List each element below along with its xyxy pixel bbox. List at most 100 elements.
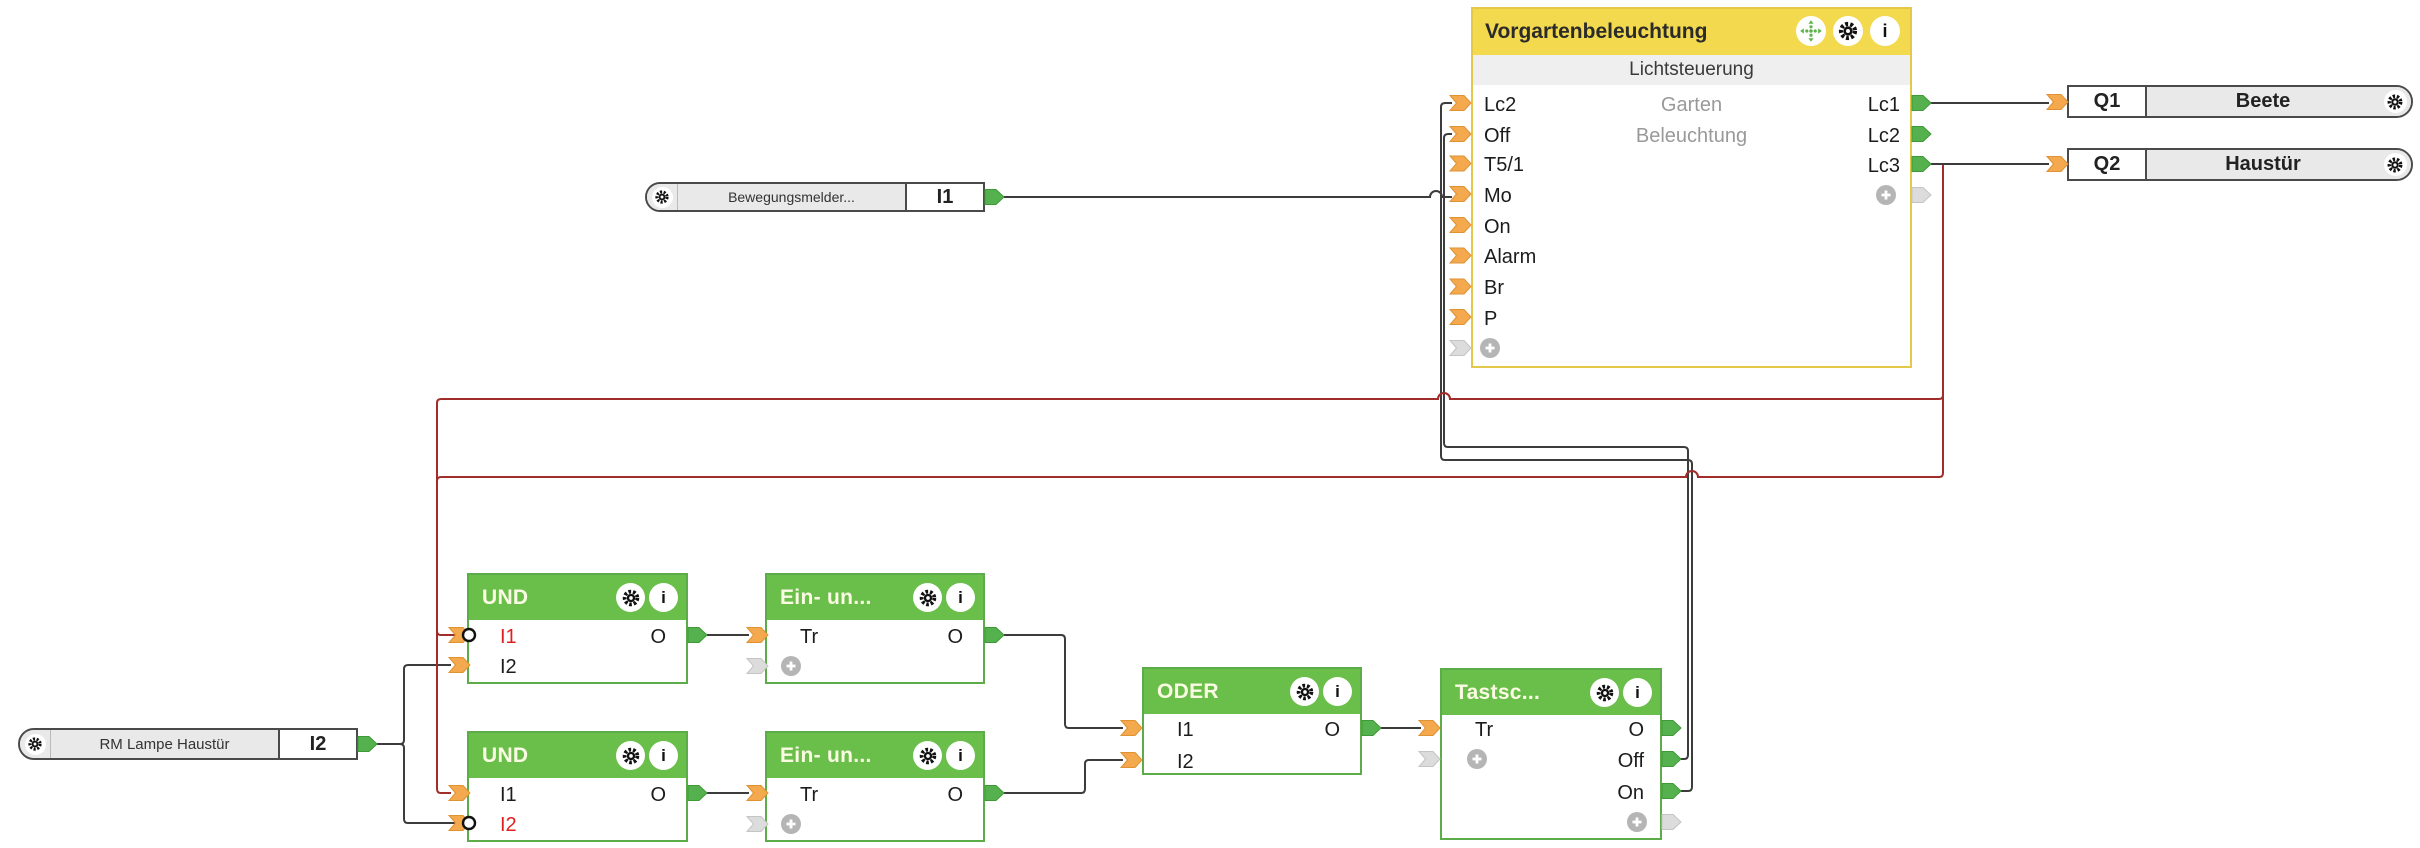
gear-icon[interactable]: [913, 741, 942, 770]
gear-icon[interactable]: [1290, 677, 1319, 706]
port-out-lc3[interactable]: [1911, 156, 1932, 172]
tast-port-add[interactable]: [1418, 751, 1441, 767]
input-label-i2[interactable]: I2: [500, 656, 517, 678]
input-label-t51[interactable]: T5/1: [1484, 154, 1525, 176]
output-label-lc1[interactable]: Lc1: [1867, 94, 1900, 116]
input-label-br[interactable]: Br: [1484, 277, 1504, 299]
block-delay-2[interactable]: Ein- un... i Tr O: [765, 731, 985, 842]
block-oder[interactable]: ODER i I1 I2 O: [1142, 667, 1362, 775]
oder-port-i1[interactable]: [1120, 720, 1143, 736]
output-label-o[interactable]: O: [1628, 719, 1644, 741]
wire-delay1-to-oder-i1[interactable]: [1004, 634, 1123, 729]
input-label-on[interactable]: On: [1484, 216, 1511, 238]
output-label-o[interactable]: O: [650, 784, 666, 806]
input-label-i1[interactable]: I1: [500, 626, 517, 648]
output-label-o[interactable]: O: [650, 626, 666, 648]
input-label-i1[interactable]: I1: [500, 784, 517, 806]
output-label-o[interactable]: O: [947, 784, 963, 806]
block-title: Tastsc...: [1455, 681, 1541, 704]
block-und-2[interactable]: UND i I1 I2 O: [467, 731, 688, 842]
block-title: Ein- un...: [780, 586, 872, 609]
q2-gear[interactable]: [2379, 150, 2411, 179]
gear-icon[interactable]: [616, 741, 645, 770]
input-pill-i2[interactable]: RM Lampe Haustür I2: [18, 728, 358, 760]
i1-gear[interactable]: [647, 184, 677, 210]
port-in-lc2[interactable]: [1449, 95, 1472, 111]
port-in-q1[interactable]: [2046, 94, 2069, 110]
und2-port-o[interactable]: [687, 785, 708, 801]
i1-label: Bewegungsmelder...: [677, 184, 905, 210]
q2-label: Haustür: [2147, 150, 2379, 179]
gear-icon[interactable]: [1590, 678, 1619, 707]
tast-port-on[interactable]: [1661, 783, 1682, 799]
output-label-lc3[interactable]: Lc3: [1867, 155, 1900, 177]
delay1-port-o[interactable]: [984, 627, 1005, 643]
input-label-tr[interactable]: Tr: [1475, 719, 1494, 741]
input-pill-i1[interactable]: Bewegungsmelder... I1: [645, 182, 985, 212]
tast-port-o[interactable]: [1661, 720, 1682, 736]
q1-gear[interactable]: [2379, 87, 2411, 116]
tast-port-out-add[interactable]: [1661, 814, 1682, 830]
input-label-tr[interactable]: Tr: [800, 626, 819, 648]
port-in-t51[interactable]: [1449, 155, 1472, 172]
input-label-tr[interactable]: Tr: [800, 784, 819, 806]
port-in-mo[interactable]: [1449, 186, 1472, 202]
input-label-p[interactable]: P: [1484, 308, 1498, 330]
info-icon[interactable]: i: [1323, 677, 1352, 706]
block-delay-1[interactable]: Ein- un... i Tr O: [765, 573, 985, 684]
input-label-off[interactable]: Off: [1484, 125, 1511, 147]
output-label-o[interactable]: O: [947, 626, 963, 648]
output-label-o[interactable]: O: [1324, 719, 1340, 741]
port-in-p[interactable]: [1449, 309, 1472, 325]
oder-port-i2[interactable]: [1120, 752, 1143, 768]
output-label-on[interactable]: On: [1617, 782, 1644, 804]
tast-port-off[interactable]: [1661, 751, 1682, 767]
move-icon[interactable]: [1796, 16, 1826, 46]
port-in-q2[interactable]: [2046, 156, 2069, 172]
port-in-add[interactable]: [1449, 340, 1472, 356]
output-label-lc2[interactable]: Lc2: [1867, 125, 1900, 147]
port-in-off[interactable]: [1449, 126, 1472, 142]
move-icon-glyph: [1800, 20, 1822, 42]
gear-icon[interactable]: [913, 583, 942, 612]
gear-icon[interactable]: [1833, 16, 1863, 46]
input-label-i2[interactable]: I2: [1177, 751, 1194, 773]
wire-i1-to-mo[interactable]: [1004, 190, 1452, 198]
port-out-lc2[interactable]: [1911, 126, 1932, 142]
input-label-mo[interactable]: Mo: [1484, 185, 1512, 207]
output-label-off[interactable]: Off: [1617, 750, 1644, 772]
input-label-alarm[interactable]: Alarm: [1484, 246, 1537, 268]
port-in-alarm[interactable]: [1449, 247, 1472, 264]
info-icon[interactable]: i: [946, 741, 975, 770]
oder-port-o[interactable]: [1361, 720, 1382, 736]
wire-delay2-to-oder-i2[interactable]: [1004, 759, 1123, 794]
block-und-1[interactable]: UND i I1 I2 O: [467, 573, 688, 684]
input-label-i1[interactable]: I1: [1177, 719, 1194, 741]
info-icon[interactable]: i: [649, 583, 678, 612]
block-tastschalter[interactable]: Tastsc... i Tr O Off On: [1440, 668, 1662, 840]
input-label-lc2[interactable]: Lc2: [1484, 94, 1517, 116]
wire-i2-net[interactable]: [377, 664, 462, 824]
port-out-i1[interactable]: [984, 189, 1005, 205]
output-pill-q2[interactable]: Q2 Haustür: [2067, 148, 2413, 181]
und1-port-o[interactable]: [687, 627, 708, 643]
info-icon[interactable]: i: [1870, 16, 1900, 46]
info-icon[interactable]: i: [649, 741, 678, 770]
i2-id: I2: [278, 730, 356, 758]
info-icon[interactable]: i: [946, 583, 975, 612]
port-in-on[interactable]: [1449, 217, 1472, 233]
info-icon[interactable]: i: [1623, 678, 1652, 707]
output-pill-q1[interactable]: Q1 Beete: [2067, 85, 2413, 118]
input-label-i2[interactable]: I2: [500, 814, 517, 836]
delay2-port-o[interactable]: [984, 785, 1005, 801]
tast-port-tr[interactable]: [1418, 720, 1441, 736]
port-out-add[interactable]: [1911, 187, 1932, 203]
block-lichtsteuerung[interactable]: Vorgartenbeleuchtung i Lichtsteuerung Ga…: [1471, 7, 1912, 368]
i2-gear[interactable]: [20, 730, 50, 758]
port-out-i2[interactable]: [357, 736, 378, 752]
port-out-lc1[interactable]: [1911, 95, 1932, 111]
licht-input-ports: [1449, 95, 1472, 325]
gear-icon[interactable]: [616, 583, 645, 612]
port-in-br[interactable]: [1449, 278, 1472, 295]
